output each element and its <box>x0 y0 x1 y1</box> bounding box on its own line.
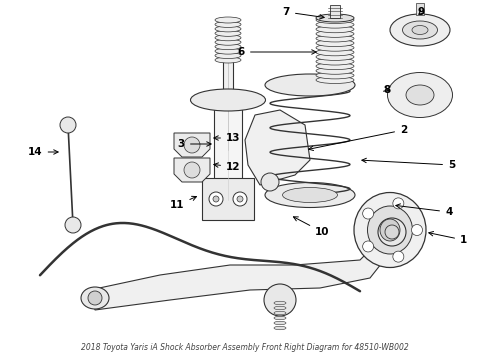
Circle shape <box>378 218 406 246</box>
Text: 13: 13 <box>214 133 241 143</box>
Ellipse shape <box>316 72 354 79</box>
Text: 10: 10 <box>294 217 329 237</box>
Circle shape <box>60 117 76 133</box>
Ellipse shape <box>316 35 354 42</box>
Bar <box>416 3 424 15</box>
Circle shape <box>393 198 404 209</box>
Ellipse shape <box>316 26 354 33</box>
Ellipse shape <box>215 48 241 54</box>
Ellipse shape <box>265 74 355 96</box>
Circle shape <box>412 225 422 235</box>
Ellipse shape <box>316 77 354 84</box>
Circle shape <box>184 137 200 153</box>
Ellipse shape <box>316 40 354 46</box>
Text: 6: 6 <box>238 47 316 57</box>
Circle shape <box>213 196 219 202</box>
Polygon shape <box>174 133 210 157</box>
Ellipse shape <box>274 311 286 315</box>
Circle shape <box>88 291 102 305</box>
Ellipse shape <box>316 14 354 22</box>
Ellipse shape <box>215 22 241 27</box>
Ellipse shape <box>215 39 241 45</box>
Ellipse shape <box>388 72 452 117</box>
Polygon shape <box>245 110 310 185</box>
Ellipse shape <box>274 321 286 325</box>
Ellipse shape <box>274 301 286 305</box>
Circle shape <box>233 192 247 206</box>
Ellipse shape <box>402 21 438 39</box>
Ellipse shape <box>368 206 413 254</box>
Ellipse shape <box>215 53 241 59</box>
Circle shape <box>363 241 374 252</box>
Bar <box>223 20 233 150</box>
Circle shape <box>209 192 223 206</box>
Ellipse shape <box>215 44 241 50</box>
Ellipse shape <box>316 63 354 69</box>
Circle shape <box>363 208 374 219</box>
Ellipse shape <box>215 26 241 32</box>
Text: 2: 2 <box>309 125 407 150</box>
Ellipse shape <box>215 30 241 36</box>
Circle shape <box>264 284 296 316</box>
Text: 1: 1 <box>429 231 467 245</box>
Ellipse shape <box>265 183 355 207</box>
Bar <box>214 100 242 200</box>
Bar <box>202 178 254 220</box>
Ellipse shape <box>390 14 450 46</box>
Ellipse shape <box>81 287 109 309</box>
Ellipse shape <box>316 49 354 56</box>
Ellipse shape <box>274 316 286 320</box>
Ellipse shape <box>215 57 241 63</box>
Text: 7: 7 <box>283 7 324 19</box>
Circle shape <box>237 196 243 202</box>
Text: 14: 14 <box>28 147 58 157</box>
Text: 4: 4 <box>396 204 452 217</box>
Ellipse shape <box>316 44 354 51</box>
Text: 8: 8 <box>383 85 390 95</box>
Ellipse shape <box>316 53 354 60</box>
Ellipse shape <box>316 67 354 74</box>
Circle shape <box>65 217 81 233</box>
Bar <box>330 5 340 18</box>
Ellipse shape <box>191 89 266 111</box>
Ellipse shape <box>354 193 426 267</box>
Text: 3: 3 <box>178 139 211 149</box>
Polygon shape <box>90 225 400 310</box>
Text: 11: 11 <box>170 196 196 210</box>
Ellipse shape <box>283 188 338 202</box>
Ellipse shape <box>316 21 354 28</box>
Circle shape <box>184 162 200 178</box>
Ellipse shape <box>215 35 241 41</box>
Circle shape <box>385 225 399 239</box>
Text: 2018 Toyota Yaris iA Shock Absorber Assembly Front Right Diagram for 48510-WB002: 2018 Toyota Yaris iA Shock Absorber Asse… <box>81 343 409 352</box>
Circle shape <box>261 173 279 191</box>
Ellipse shape <box>316 30 354 37</box>
Circle shape <box>393 251 404 262</box>
Text: 9: 9 <box>418 7 425 17</box>
Ellipse shape <box>274 326 286 330</box>
Ellipse shape <box>412 26 428 35</box>
Ellipse shape <box>316 17 354 23</box>
Polygon shape <box>174 158 210 182</box>
Text: 12: 12 <box>214 162 241 172</box>
Text: 5: 5 <box>362 158 455 170</box>
Ellipse shape <box>316 58 354 65</box>
Ellipse shape <box>406 85 434 105</box>
Ellipse shape <box>274 306 286 310</box>
Ellipse shape <box>380 219 400 241</box>
Ellipse shape <box>215 17 241 23</box>
